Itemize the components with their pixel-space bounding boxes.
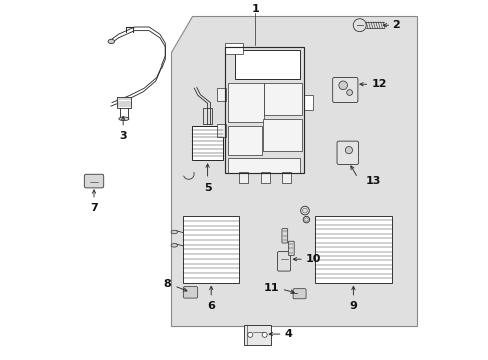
Ellipse shape <box>119 117 129 121</box>
Circle shape <box>345 147 352 154</box>
Bar <box>260 172 269 183</box>
Bar <box>239 172 247 183</box>
Circle shape <box>346 90 352 95</box>
Text: 5: 5 <box>203 183 211 193</box>
Text: 11: 11 <box>263 283 279 293</box>
Bar <box>228 83 264 122</box>
Circle shape <box>262 332 266 337</box>
Bar <box>224 43 242 54</box>
Text: 1: 1 <box>251 4 259 14</box>
Text: 4: 4 <box>284 329 291 339</box>
Circle shape <box>338 81 347 90</box>
Bar <box>224 47 303 173</box>
Text: 13: 13 <box>366 176 381 186</box>
FancyBboxPatch shape <box>332 77 357 103</box>
Ellipse shape <box>171 230 177 234</box>
Text: 6: 6 <box>207 301 215 311</box>
Bar <box>228 126 261 155</box>
FancyBboxPatch shape <box>183 287 197 298</box>
FancyBboxPatch shape <box>203 108 211 124</box>
Bar <box>303 95 312 110</box>
Bar <box>314 216 391 283</box>
FancyBboxPatch shape <box>244 325 270 345</box>
Bar <box>264 83 301 115</box>
Text: 2: 2 <box>392 20 399 30</box>
Bar <box>228 158 300 173</box>
Text: 9: 9 <box>349 301 357 311</box>
Circle shape <box>247 332 252 337</box>
Text: 8: 8 <box>163 279 170 289</box>
Ellipse shape <box>171 243 177 247</box>
Text: 10: 10 <box>305 254 321 264</box>
Circle shape <box>352 19 366 32</box>
Text: 3: 3 <box>119 131 127 141</box>
Text: 7: 7 <box>90 203 98 213</box>
Polygon shape <box>170 16 416 326</box>
FancyBboxPatch shape <box>277 252 290 271</box>
Bar <box>183 216 239 283</box>
FancyBboxPatch shape <box>84 174 103 188</box>
Ellipse shape <box>108 39 114 44</box>
Text: 12: 12 <box>370 79 386 89</box>
FancyBboxPatch shape <box>288 241 294 256</box>
FancyBboxPatch shape <box>292 289 305 299</box>
Bar <box>216 124 225 137</box>
Bar <box>192 126 223 160</box>
Bar <box>262 119 301 151</box>
FancyBboxPatch shape <box>336 141 358 165</box>
Bar <box>235 50 300 79</box>
FancyBboxPatch shape <box>282 229 287 243</box>
Bar <box>282 172 291 183</box>
Bar <box>117 97 131 108</box>
Bar <box>216 88 225 101</box>
